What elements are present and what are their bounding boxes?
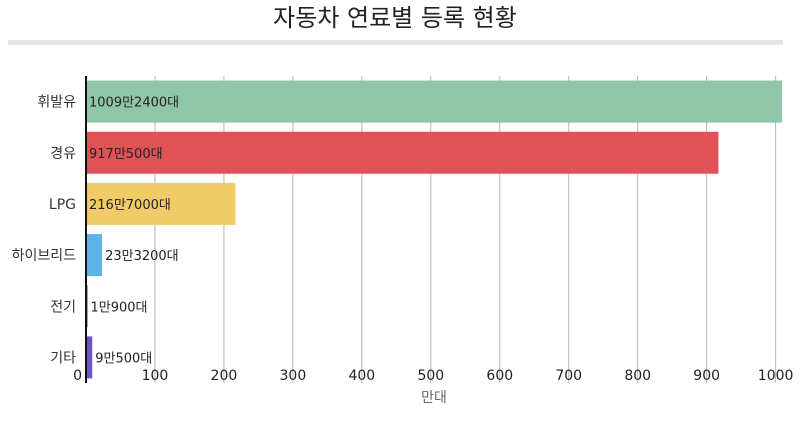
bar-5: [86, 336, 93, 379]
x-tick-900: 900: [693, 368, 720, 384]
x-tick-1000: 1000: [758, 368, 794, 384]
bar-value-label-5: 9만500대: [95, 351, 152, 366]
bar-value-label-1: 917만500대: [89, 147, 163, 162]
x-tick-0: 0: [73, 368, 82, 384]
bar-value-label-3: 23만3200대: [105, 249, 179, 264]
x-tick-400: 400: [348, 368, 375, 384]
bar-value-label-2: 216만7000대: [89, 198, 171, 213]
bar-0: [86, 80, 782, 123]
category-label-4: 전기: [50, 299, 76, 315]
x-axis-label: 만대: [421, 390, 447, 406]
bar-3: [86, 234, 103, 277]
x-tick-700: 700: [555, 368, 582, 384]
x-tick-labels: 0 100 200 300 400 500 600 700 800 900 1000: [73, 368, 793, 384]
x-tick-500: 500: [417, 368, 444, 384]
grid-lines: [154, 76, 777, 383]
x-tick-200: 200: [211, 368, 238, 384]
bar-value-label-4: 1만900대: [91, 300, 148, 315]
x-tick-800: 800: [624, 368, 651, 384]
title-divider: [8, 40, 783, 45]
x-tick-600: 600: [486, 368, 513, 384]
x-tick-100: 100: [142, 368, 169, 384]
category-label-3: 하이브리드: [12, 248, 77, 264]
chart-title: 자동차 연료별 등록 현황: [273, 4, 517, 32]
category-label-0: 휘발유: [37, 95, 76, 111]
category-label-2: LPG: [49, 197, 76, 213]
bars: 1009만2400대 917만500대 216만7000대 23만3200대 1만900…: [86, 80, 782, 379]
x-tick-300: 300: [280, 368, 307, 384]
bar-1: [86, 131, 719, 174]
bar-2: [86, 182, 236, 225]
category-label-5: 기타: [50, 350, 76, 366]
bar-value-label-0: 1009만2400대: [89, 96, 179, 111]
category-label-1: 경유: [50, 146, 76, 162]
